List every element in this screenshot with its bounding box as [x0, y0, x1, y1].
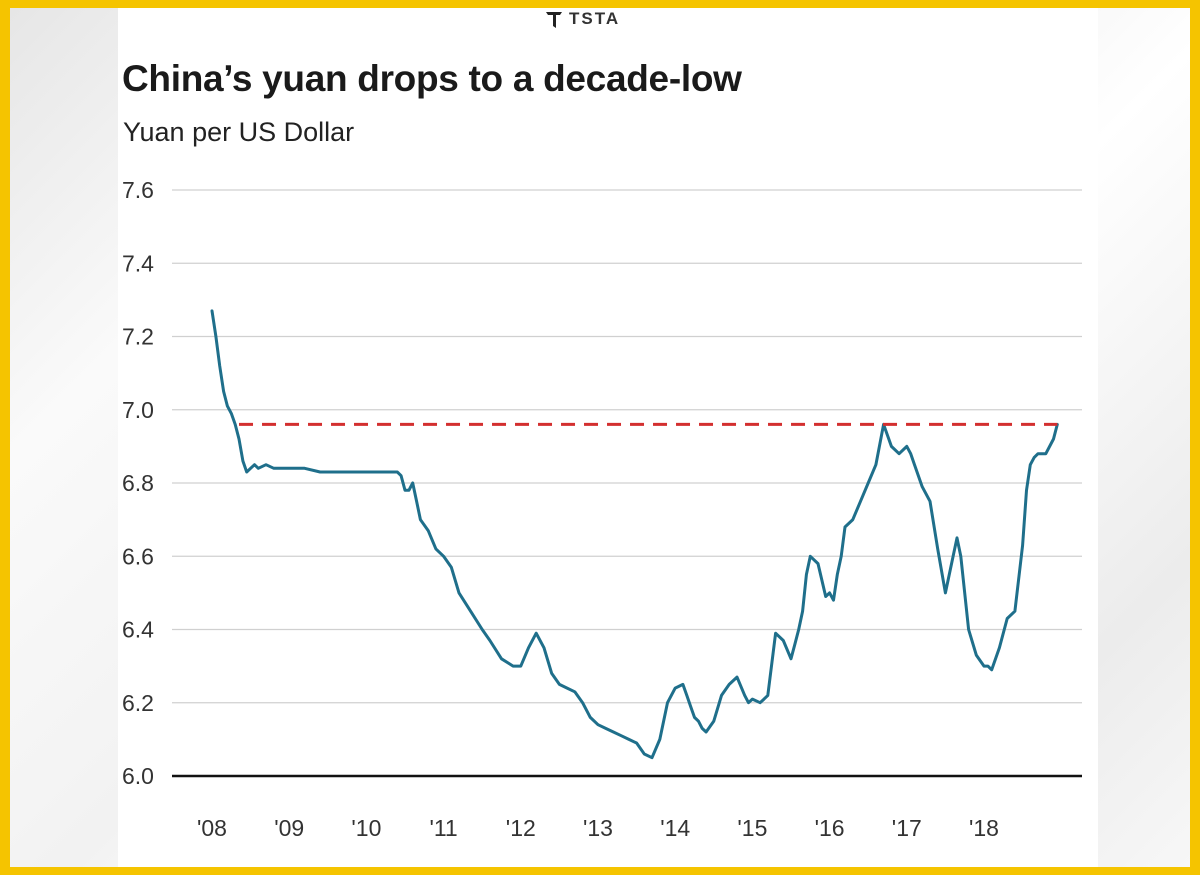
brand-name: TSTA — [569, 9, 621, 28]
x-tick-label: '08 — [197, 815, 227, 841]
x-tick-label: '18 — [969, 815, 999, 841]
x-tick-label: '11 — [429, 815, 457, 841]
chart-card — [118, 8, 1098, 867]
x-tick-label: '15 — [737, 815, 767, 841]
chart-title: China’s yuan drops to a decade-low — [122, 58, 742, 99]
yellow-frame — [10, 8, 1190, 867]
x-tick-label: '12 — [506, 815, 536, 841]
y-tick-label: 6.2 — [122, 690, 154, 716]
x-tick-label: '10 — [351, 815, 381, 841]
series-line-usd-cny — [210, 309, 1059, 760]
y-tick-label: 7.2 — [122, 324, 154, 350]
chart-subtitle: Yuan per US Dollar — [123, 117, 355, 147]
brand-logo: TSTA — [545, 8, 620, 30]
tsta-logo-icon — [546, 12, 562, 28]
y-tick-label: 6.8 — [122, 470, 154, 496]
y-tick-label: 7.6 — [122, 177, 154, 203]
x-tick-label: '09 — [274, 815, 304, 841]
x-tick-label: '13 — [583, 815, 613, 841]
x-tick-label: '17 — [892, 815, 922, 841]
y-tick-label: 7.0 — [122, 397, 154, 423]
y-tick-label: 6.6 — [122, 543, 154, 569]
y-tick-label: 7.4 — [122, 250, 154, 276]
x-tick-label: '14 — [660, 815, 690, 841]
x-tick-label: '16 — [815, 815, 845, 841]
y-tick-label: 6.4 — [122, 617, 154, 643]
y-tick-label: 6.0 — [122, 763, 154, 789]
